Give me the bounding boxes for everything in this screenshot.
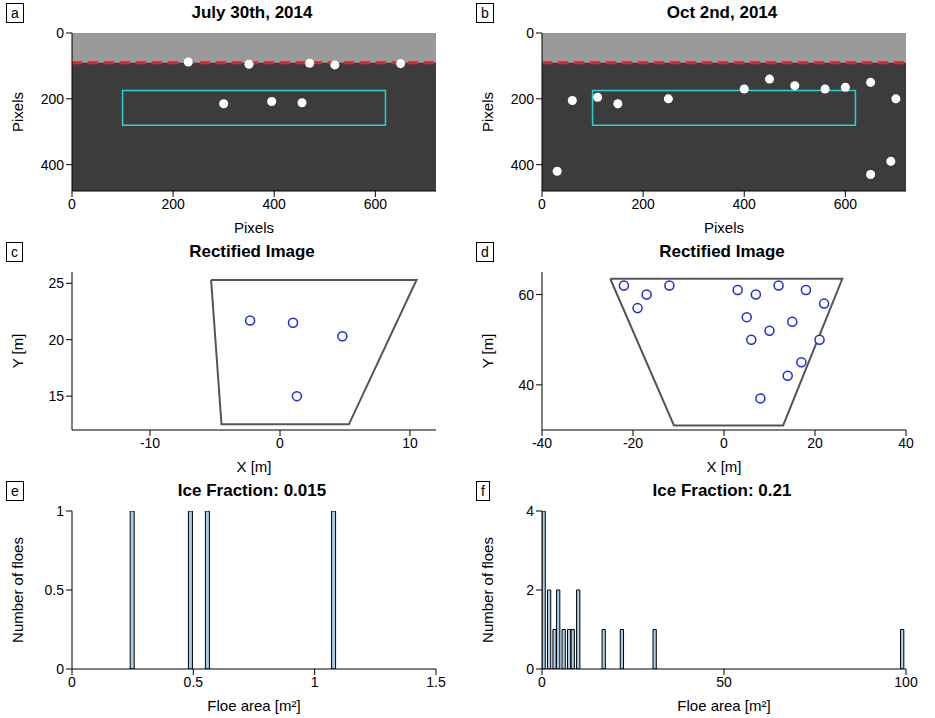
svg-text:2: 2: [526, 582, 534, 598]
svg-text:200: 200: [41, 91, 65, 107]
svg-text:40: 40: [898, 435, 914, 451]
svg-text:Number of floes: Number of floes: [479, 537, 496, 643]
svg-text:0: 0: [68, 674, 76, 690]
html-text:e: e: [11, 483, 19, 499]
svg-text:100: 100: [894, 674, 918, 690]
svg-text:600: 600: [834, 196, 858, 212]
svg-text:0: 0: [526, 25, 534, 41]
svg-text:0: 0: [56, 661, 64, 677]
svg-text:Y [m]: Y [m]: [479, 334, 496, 369]
svg-text:0: 0: [538, 674, 546, 690]
svg-text:Y [m]: Y [m]: [9, 334, 26, 369]
svg-text:400: 400: [263, 196, 287, 212]
svg-text:15: 15: [48, 388, 64, 404]
html-text:Ice Fraction: 0.015: Ice Fraction: 0.015: [177, 481, 327, 500]
svg-text:Number of floes: Number of floes: [9, 537, 26, 643]
svg-text:-10: -10: [140, 435, 160, 451]
svg-text:10: 10: [402, 435, 418, 451]
svg-text:Pixels: Pixels: [9, 92, 26, 132]
svg-text:200: 200: [631, 196, 655, 212]
html-text:Oct 2nd, 2014: Oct 2nd, 2014: [666, 3, 778, 22]
svg-text:Pixels: Pixels: [234, 219, 274, 236]
html-text:a: a: [11, 5, 19, 21]
svg-text:60: 60: [518, 287, 534, 303]
html-text:d: d: [481, 244, 489, 260]
svg-text:0: 0: [276, 435, 284, 451]
svg-text:0: 0: [526, 661, 534, 677]
svg-text:1.5: 1.5: [426, 674, 446, 690]
svg-text:-20: -20: [623, 435, 643, 451]
svg-text:0.5: 0.5: [184, 674, 204, 690]
svg-text:Pixels: Pixels: [479, 92, 496, 132]
html-text:July 30th, 2014: July 30th, 2014: [191, 3, 313, 22]
svg-text:4: 4: [526, 503, 534, 519]
html-text:Rectified Image: Rectified Image: [189, 242, 315, 261]
svg-text:1: 1: [56, 503, 64, 519]
svg-text:400: 400: [511, 157, 535, 173]
svg-text:0: 0: [68, 196, 76, 212]
svg-text:400: 400: [733, 196, 757, 212]
svg-text:20: 20: [807, 435, 823, 451]
svg-text:Floe area [m²]: Floe area [m²]: [207, 697, 300, 714]
svg-text:20: 20: [48, 332, 64, 348]
svg-text:-40: -40: [532, 435, 552, 451]
html-text:f: f: [481, 483, 485, 499]
svg-text:50: 50: [716, 674, 732, 690]
svg-text:600: 600: [364, 196, 388, 212]
html-text:Rectified Image: Rectified Image: [659, 242, 785, 261]
html-text:c: c: [11, 244, 18, 260]
svg-text:X [m]: X [m]: [706, 458, 741, 475]
svg-text:25: 25: [48, 275, 64, 291]
svg-text:0.5: 0.5: [45, 582, 65, 598]
svg-text:0: 0: [538, 196, 546, 212]
svg-text:0: 0: [720, 435, 728, 451]
svg-text:X [m]: X [m]: [236, 458, 271, 475]
svg-text:Pixels: Pixels: [704, 219, 744, 236]
svg-text:200: 200: [161, 196, 185, 212]
html-text:b: b: [481, 5, 489, 21]
html-text:Ice Fraction: 0.21: Ice Fraction: 0.21: [652, 481, 792, 500]
svg-text:0: 0: [56, 25, 64, 41]
svg-text:Floe area [m²]: Floe area [m²]: [677, 697, 770, 714]
svg-text:200: 200: [511, 91, 535, 107]
svg-text:40: 40: [518, 377, 534, 393]
svg-text:400: 400: [41, 157, 65, 173]
svg-text:1: 1: [311, 674, 319, 690]
